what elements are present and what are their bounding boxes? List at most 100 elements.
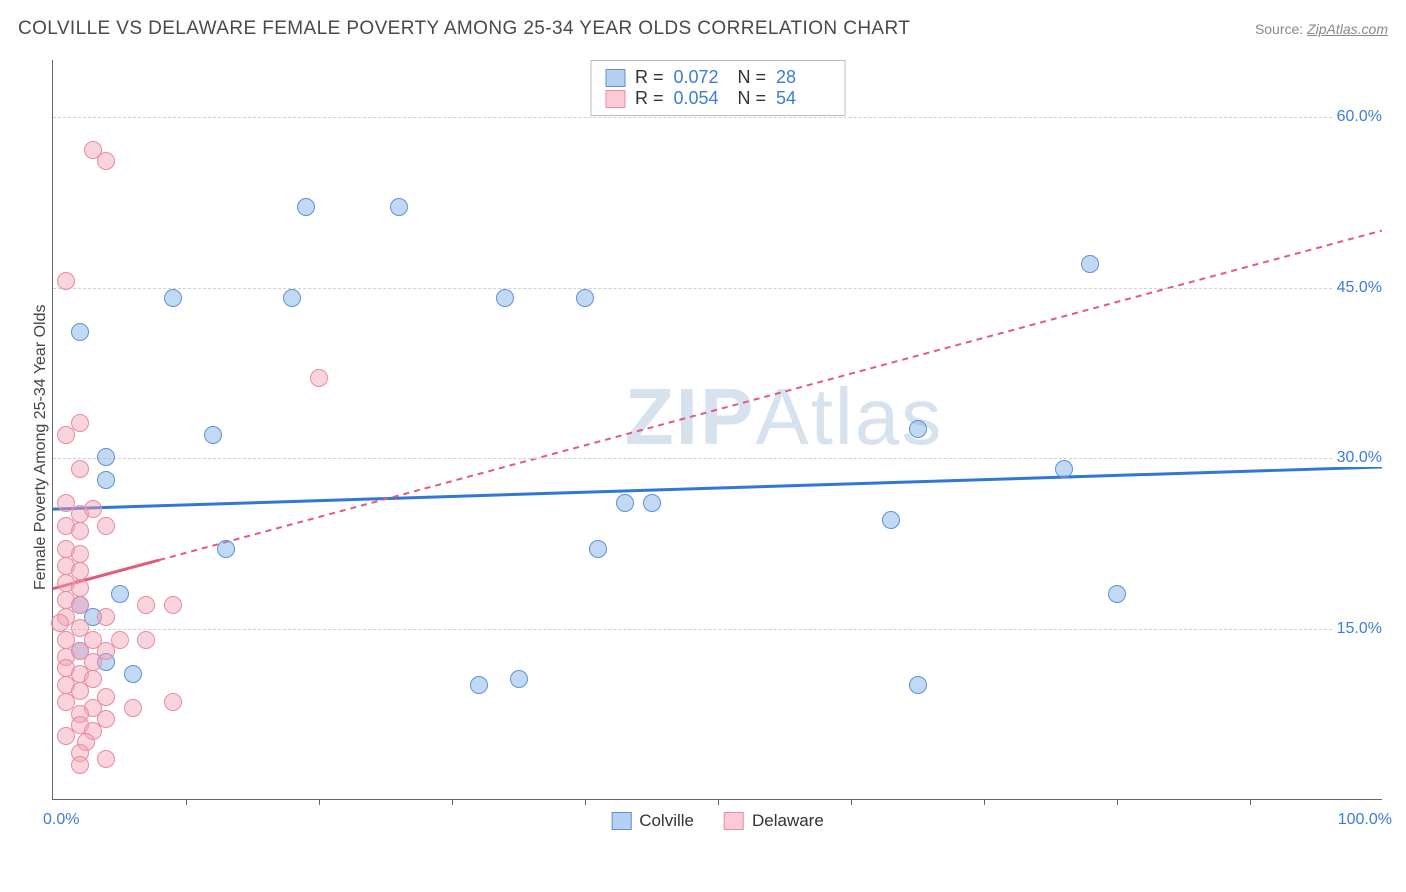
data-point: [496, 289, 514, 307]
data-point: [71, 522, 89, 540]
data-point: [589, 540, 607, 558]
data-point: [217, 540, 235, 558]
data-point: [97, 653, 115, 671]
data-point: [164, 693, 182, 711]
data-point: [57, 659, 75, 677]
y-tick-label: 45.0%: [1333, 279, 1386, 297]
legend-swatch: [605, 90, 625, 108]
scatter-plot-area: ZIPAtlas R =0.072N =28R =0.054N =54 0.0%…: [52, 60, 1382, 800]
data-point: [97, 152, 115, 170]
data-point: [71, 744, 89, 762]
data-point: [1108, 585, 1126, 603]
data-point: [97, 471, 115, 489]
y-tick-label: 15.0%: [1333, 620, 1386, 638]
data-point: [643, 494, 661, 512]
data-point: [84, 670, 102, 688]
watermark-atlas: Atlas: [755, 372, 943, 461]
data-point: [71, 705, 89, 723]
data-point: [1081, 255, 1099, 273]
data-point: [71, 562, 89, 580]
data-point: [909, 420, 927, 438]
data-point: [111, 585, 129, 603]
legend-item: Delaware: [724, 811, 824, 831]
series-legend: Colville Delaware: [611, 811, 824, 831]
data-point: [57, 517, 75, 535]
data-point: [310, 369, 328, 387]
stat-r-label: R =: [635, 67, 664, 88]
data-point: [71, 642, 89, 660]
data-point: [71, 323, 89, 341]
legend-label: Delaware: [752, 811, 824, 831]
data-point: [84, 722, 102, 740]
x-axis-max-label: 100.0%: [1338, 811, 1392, 829]
data-point: [71, 665, 89, 683]
data-point: [84, 141, 102, 159]
x-tick-mark: [585, 799, 586, 805]
data-point: [57, 608, 75, 626]
gridline: [53, 629, 1382, 630]
data-point: [204, 426, 222, 444]
source-link[interactable]: ZipAtlas.com: [1307, 21, 1388, 37]
data-point: [57, 631, 75, 649]
data-point: [882, 511, 900, 529]
data-point: [84, 631, 102, 649]
data-point: [164, 596, 182, 614]
gridline: [53, 117, 1382, 118]
data-point: [57, 693, 75, 711]
gridline: [53, 458, 1382, 459]
stats-legend-box: R =0.072N =28R =0.054N =54: [590, 60, 845, 116]
data-point: [390, 198, 408, 216]
stat-n-value: 54: [776, 88, 830, 109]
source-prefix: Source:: [1255, 21, 1307, 37]
x-tick-mark: [851, 799, 852, 805]
x-tick-mark: [718, 799, 719, 805]
data-point: [57, 591, 75, 609]
data-point: [71, 505, 89, 523]
data-point: [71, 545, 89, 563]
stat-n-label: N =: [738, 88, 767, 109]
data-point: [57, 676, 75, 694]
stat-n-label: N =: [738, 67, 767, 88]
data-point: [97, 750, 115, 768]
y-axis-title: Female Poverty Among 25-34 Year Olds: [32, 305, 50, 591]
data-point: [57, 540, 75, 558]
data-point: [71, 756, 89, 774]
gridline: [53, 288, 1382, 289]
stat-r-label: R =: [635, 88, 664, 109]
data-point: [137, 596, 155, 614]
y-tick-label: 60.0%: [1333, 108, 1386, 126]
data-point: [71, 682, 89, 700]
x-tick-mark: [1117, 799, 1118, 805]
data-point: [84, 653, 102, 671]
data-point: [77, 733, 95, 751]
data-point: [283, 289, 301, 307]
stats-row: R =0.072N =28: [605, 67, 830, 88]
data-point: [97, 608, 115, 626]
data-point: [510, 670, 528, 688]
data-point: [57, 557, 75, 575]
data-point: [71, 716, 89, 734]
watermark-zip: ZIP: [625, 372, 755, 461]
data-point: [1055, 460, 1073, 478]
x-tick-mark: [452, 799, 453, 805]
data-point: [57, 574, 75, 592]
legend-swatch: [724, 812, 744, 830]
data-point: [57, 494, 75, 512]
legend-swatch: [605, 69, 625, 87]
data-point: [576, 289, 594, 307]
stat-n-value: 28: [776, 67, 830, 88]
data-point: [470, 676, 488, 694]
data-point: [616, 494, 634, 512]
data-point: [71, 460, 89, 478]
data-point: [57, 648, 75, 666]
watermark: ZIPAtlas: [625, 371, 943, 463]
data-point: [84, 608, 102, 626]
trend-lines: [53, 60, 1382, 799]
data-point: [84, 500, 102, 518]
legend-item: Colville: [611, 811, 694, 831]
data-point: [97, 688, 115, 706]
legend-label: Colville: [639, 811, 694, 831]
data-point: [71, 579, 89, 597]
data-point: [71, 642, 89, 660]
source-attribution: Source: ZipAtlas.com: [1255, 21, 1388, 37]
